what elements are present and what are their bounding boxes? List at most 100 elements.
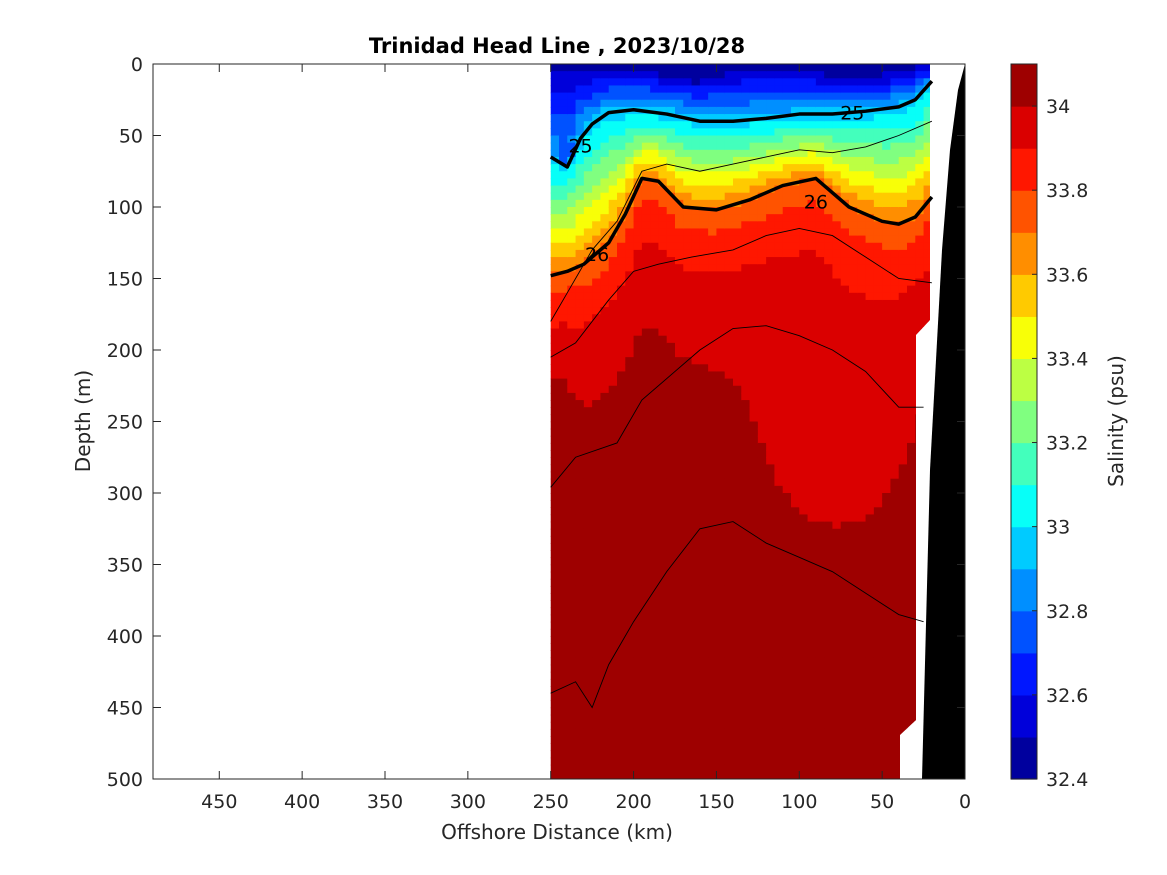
salinity-cell xyxy=(716,85,726,94)
salinity-cell xyxy=(898,457,908,466)
salinity-cell xyxy=(882,700,892,709)
salinity-cell xyxy=(592,92,602,101)
contour-label: 26 xyxy=(585,244,609,266)
salinity-cell xyxy=(733,171,742,180)
salinity-cell xyxy=(890,464,900,473)
salinity-cell xyxy=(658,78,668,87)
salinity-cell xyxy=(782,321,792,330)
salinity-cell xyxy=(575,78,585,87)
salinity-cell xyxy=(708,578,718,587)
salinity-cell xyxy=(633,743,643,752)
salinity-cell xyxy=(741,199,751,208)
salinity-cell xyxy=(575,92,585,101)
salinity-cell xyxy=(575,178,585,187)
salinity-cell xyxy=(683,442,693,451)
salinity-cell xyxy=(857,299,867,308)
salinity-cell xyxy=(907,350,916,358)
salinity-cell xyxy=(915,228,925,237)
salinity-cell xyxy=(666,221,676,230)
salinity-cell xyxy=(890,71,900,79)
salinity-cell xyxy=(650,278,660,287)
salinity-cell xyxy=(766,428,776,437)
salinity-cell xyxy=(857,142,867,151)
salinity-cell xyxy=(658,99,668,108)
salinity-cell xyxy=(840,135,850,144)
salinity-cell xyxy=(567,614,577,623)
salinity-cell xyxy=(617,142,626,151)
salinity-cell xyxy=(608,543,618,551)
salinity-cell xyxy=(741,335,751,344)
salinity-cell xyxy=(832,507,842,516)
salinity-cell xyxy=(733,464,742,473)
salinity-cell xyxy=(575,471,585,480)
salinity-cell xyxy=(641,292,651,301)
salinity-cell xyxy=(699,471,709,480)
salinity-cell xyxy=(567,164,577,172)
salinity-cell xyxy=(865,350,875,358)
salinity-cell xyxy=(633,342,643,351)
salinity-cell xyxy=(882,514,892,523)
salinity-cell xyxy=(617,128,626,137)
salinity-cell xyxy=(617,99,626,108)
salinity-cell xyxy=(592,564,602,573)
salinity-cell xyxy=(766,728,776,737)
salinity-cell xyxy=(691,764,701,773)
salinity-cell xyxy=(600,378,610,387)
salinity-cell xyxy=(791,628,800,637)
salinity-cell xyxy=(592,199,602,208)
salinity-cell xyxy=(716,314,726,323)
salinity-cell xyxy=(625,99,635,108)
salinity-cell xyxy=(699,285,709,294)
salinity-cell xyxy=(699,700,709,709)
salinity-cell xyxy=(741,178,751,187)
salinity-cell xyxy=(600,178,610,187)
salinity-cell xyxy=(832,585,842,594)
colorbar-segment xyxy=(1011,442,1037,486)
salinity-cell xyxy=(882,707,892,716)
salinity-cell xyxy=(824,207,834,215)
salinity-cell xyxy=(824,507,834,516)
salinity-cell xyxy=(824,71,834,79)
salinity-cell xyxy=(592,671,602,680)
salinity-cell xyxy=(873,385,883,394)
salinity-cell xyxy=(708,693,718,702)
salinity-cell xyxy=(741,400,751,408)
salinity-cell xyxy=(575,385,585,394)
salinity-cell xyxy=(666,643,676,651)
salinity-cell xyxy=(575,106,585,115)
salinity-cell xyxy=(741,578,751,587)
salinity-cell xyxy=(724,607,734,616)
salinity-cell xyxy=(567,221,577,230)
salinity-cell xyxy=(815,171,825,180)
salinity-cell xyxy=(699,128,709,137)
salinity-cell xyxy=(658,178,668,187)
salinity-cell xyxy=(873,314,883,323)
salinity-cell xyxy=(857,528,867,537)
salinity-cell xyxy=(699,671,709,680)
salinity-cell xyxy=(583,435,593,444)
salinity-cell xyxy=(675,378,684,387)
salinity-cell xyxy=(675,106,684,115)
salinity-cell xyxy=(832,299,842,308)
salinity-cell xyxy=(774,364,784,373)
salinity-cell xyxy=(840,235,850,244)
salinity-cell xyxy=(683,714,693,723)
salinity-cell xyxy=(733,278,742,287)
salinity-cell xyxy=(774,514,784,523)
salinity-cell xyxy=(824,736,834,744)
salinity-cell xyxy=(600,156,610,165)
salinity-cell xyxy=(583,693,593,702)
salinity-cell xyxy=(915,242,925,251)
salinity-cell xyxy=(608,714,618,723)
salinity-cell xyxy=(840,92,850,101)
salinity-cell xyxy=(791,171,800,180)
salinity-cell xyxy=(757,378,767,387)
salinity-cell xyxy=(791,535,800,544)
y-axis-label: Depth (m) xyxy=(71,370,95,472)
salinity-cell xyxy=(575,221,585,230)
salinity-cell xyxy=(791,678,800,687)
salinity-cell xyxy=(658,693,668,702)
salinity-cell xyxy=(575,521,585,530)
salinity-cell xyxy=(617,192,626,201)
salinity-cell xyxy=(583,156,593,165)
